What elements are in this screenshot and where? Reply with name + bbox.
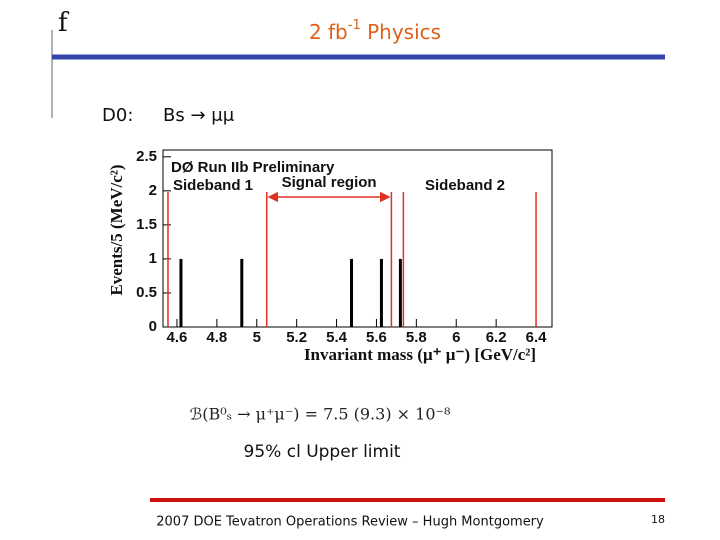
x-tick-label: 4.6 [167, 329, 188, 346]
y-tick-label: 0 [149, 318, 157, 335]
logo: f [58, 8, 70, 38]
page-number: 18 [651, 513, 665, 526]
x-tick-label: 5.2 [286, 329, 307, 346]
y-axis-label: Events/5 (MeV/c²) [107, 164, 126, 295]
x-tick-label: 6.2 [486, 329, 507, 346]
annotation: Sideband 2 [425, 177, 505, 194]
result-caption: 95% cl Upper limit [244, 442, 401, 462]
x-axis-label: Invariant mass (μ⁺ μ⁻) [GeV/c²] [304, 345, 536, 364]
y-tick-label: 2 [149, 182, 157, 199]
title-main: 2 fb [309, 20, 348, 44]
bar [179, 258, 183, 327]
experiment: D0: [102, 105, 133, 126]
x-tick-label: 4.8 [206, 329, 227, 346]
y-tick-label: 1 [149, 250, 157, 267]
title-rest: Physics [361, 20, 441, 44]
bar [350, 258, 354, 327]
bar [379, 258, 383, 327]
x-tick-label: 6.4 [526, 329, 548, 346]
annotation: Sideband 1 [173, 177, 253, 194]
x-tick-label: 6 [452, 329, 460, 346]
chart: 0 0.5 1 1.5 2 2.5 4.6 4.8 5 5.2 5.4 5.6 5.8 6 6.2 6.4 DØ… [107, 148, 553, 364]
footer: 2007 DOE Tevatron Operations Review – Hu… [156, 515, 544, 530]
bar [398, 258, 402, 327]
y-tick-label: 2.5 [136, 148, 157, 165]
decay: Bs → μμ [163, 105, 235, 126]
slide-title: 2 fb-1 Physics [309, 18, 441, 44]
annotation: Signal region [282, 174, 377, 191]
chart-title: DØ Run IIb Preliminary [171, 159, 335, 176]
y-tick-label: 0.5 [136, 284, 157, 301]
plot-frame [162, 149, 553, 328]
x-tick-label: 5.6 [366, 329, 387, 346]
bar [240, 258, 244, 327]
y-tick-label: 1.5 [136, 216, 157, 233]
title-sup: -1 [348, 18, 361, 33]
x-tick-label: 5 [253, 329, 261, 346]
result: ℬ(B⁰ₛ → μ⁺μ⁻) = 7.5 (9.3) × 10⁻⁸ [190, 405, 451, 424]
x-tick-label: 5.8 [406, 329, 427, 346]
x-tick-label: 5.4 [326, 329, 348, 346]
